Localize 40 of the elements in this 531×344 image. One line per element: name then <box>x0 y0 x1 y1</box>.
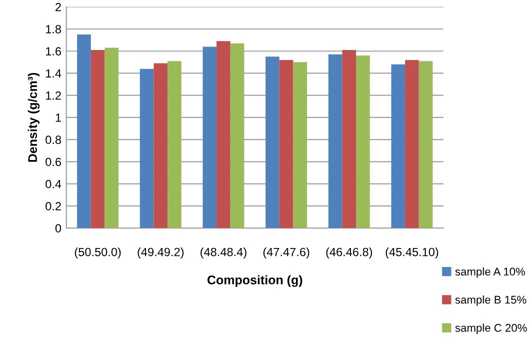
bar <box>418 61 433 228</box>
x-tick-label: (45.45.10) <box>386 248 438 259</box>
y-tick-label: 1.4 <box>46 69 62 78</box>
bar <box>391 64 406 228</box>
bar <box>279 60 294 228</box>
bar <box>140 68 154 228</box>
bar <box>293 62 308 228</box>
y-tick-label: 0.4 <box>46 180 62 188</box>
y-tick-label: 2 <box>56 2 61 12</box>
bar <box>104 48 119 228</box>
bar <box>168 61 182 228</box>
bar <box>154 63 168 228</box>
bar <box>266 56 280 228</box>
legend-label: sample A 10% <box>455 267 526 278</box>
bar <box>216 41 230 228</box>
bar <box>90 50 105 228</box>
bar <box>230 43 244 228</box>
bar <box>77 34 91 228</box>
y-tick-label: 0.8 <box>46 136 61 144</box>
y-axis-title: Density (g/cm³) <box>28 72 40 162</box>
y-tick-label: 1.6 <box>46 47 61 56</box>
y-tick-label: 1.2 <box>46 91 61 100</box>
y-tick-label: 0 <box>55 224 62 232</box>
bar <box>202 46 217 228</box>
legend-label: sample B 15% <box>455 296 526 306</box>
x-axis-title: Composition (g) <box>207 275 302 287</box>
y-tick-label: 1 <box>56 114 61 122</box>
x-tick-label: (49.49.2) <box>138 248 184 259</box>
x-tick-label: (46.46.8) <box>326 248 372 259</box>
bar <box>342 50 356 228</box>
legend-label: sample C 20% <box>455 324 527 334</box>
bar <box>356 56 370 228</box>
y-tick-label: 1.8 <box>46 25 61 34</box>
bar <box>328 54 342 228</box>
x-tick-label: (50.50.0) <box>74 248 121 259</box>
y-tick-label: 0.6 <box>46 158 61 166</box>
y-tick-label: 0.2 <box>46 202 61 210</box>
x-tick-label: (48.48.4) <box>200 248 246 259</box>
bar <box>405 60 419 228</box>
x-tick-label: (47.47.6) <box>263 248 310 259</box>
